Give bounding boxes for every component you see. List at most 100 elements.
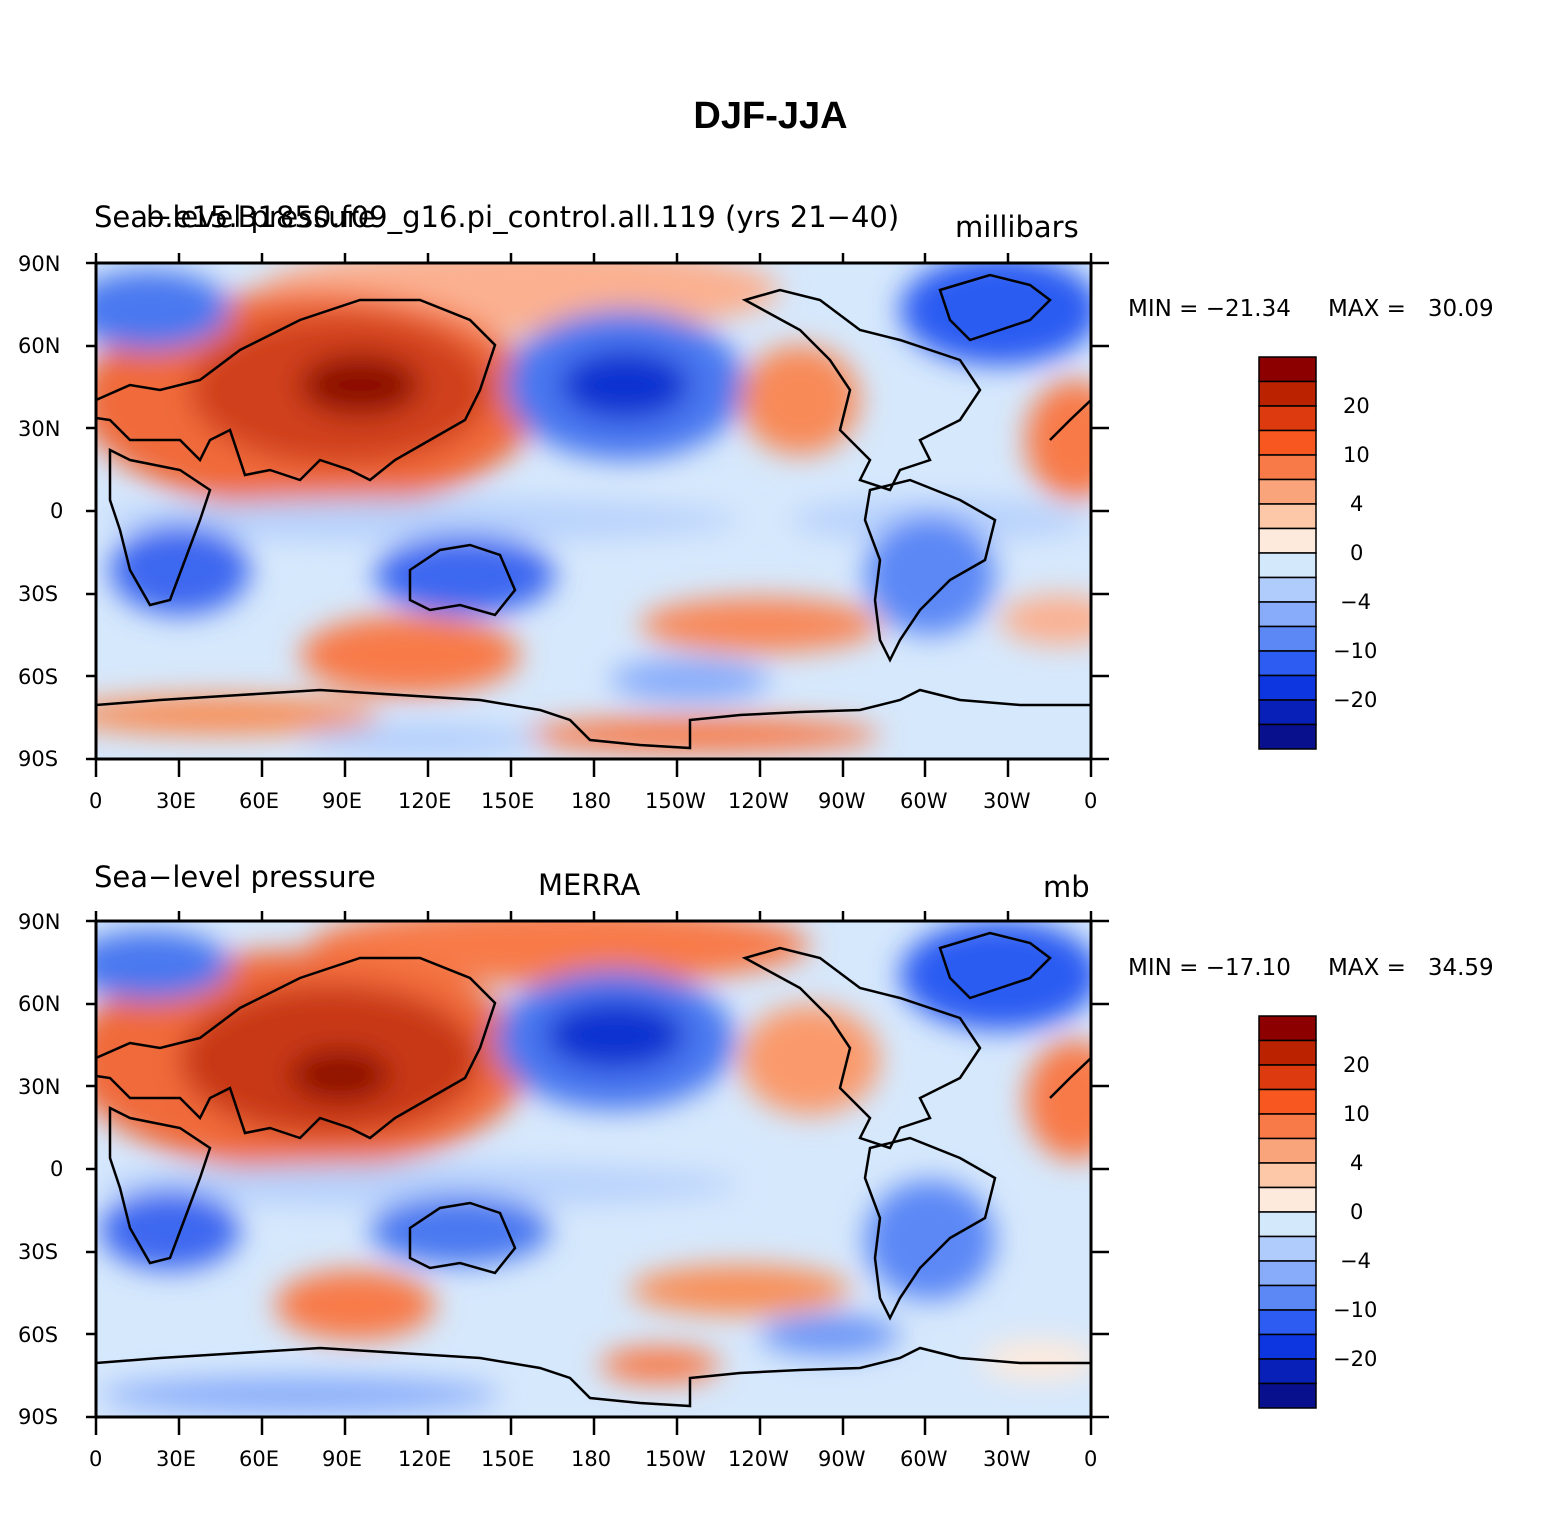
- lat-label: 60S: [18, 1323, 59, 1347]
- panel2-coastlines: [96, 931, 1091, 1408]
- lon-label: 90W: [818, 789, 866, 813]
- colorbar-label: 4: [1350, 1151, 1364, 1175]
- lon-label: 180: [571, 789, 612, 813]
- colorbar-swatch: [1258, 650, 1317, 677]
- colorbar-label: 20: [1343, 394, 1370, 418]
- colorbar-swatch: [1258, 1333, 1317, 1360]
- panel2-units: mb: [1043, 870, 1090, 904]
- lon-label: 120E: [398, 1447, 452, 1471]
- lon-label: 150W: [645, 789, 706, 813]
- colorbar-swatch: [1258, 1088, 1317, 1115]
- lon-label: 150E: [481, 1447, 535, 1471]
- colorbar-swatch: [1258, 1358, 1317, 1385]
- lat-label: 60S: [18, 665, 59, 689]
- colorbar-swatch: [1258, 1064, 1317, 1091]
- panel1-coastlines: [96, 273, 1091, 750]
- colorbar-swatch: [1258, 601, 1317, 628]
- lat-label: 30N: [18, 417, 61, 441]
- colorbar-swatch: [1258, 478, 1317, 505]
- lon-label: 150W: [645, 1447, 706, 1471]
- colorbar-swatch: [1258, 503, 1317, 530]
- colorbar-swatch: [1258, 1137, 1317, 1164]
- lat-label: 30S: [18, 582, 59, 606]
- colorbar-label: 0: [1350, 1200, 1364, 1224]
- panel2-min: MIN = −17.10: [1128, 955, 1291, 981]
- lon-label: 120W: [728, 789, 789, 813]
- lat-label: 60N: [18, 992, 61, 1016]
- panel2-left-title: Sea−level pressure: [94, 860, 376, 894]
- colorbar-swatch: [1258, 1260, 1317, 1287]
- lat-label: 60N: [18, 334, 61, 358]
- lon-label: 120W: [728, 1447, 789, 1471]
- lon-label: 60W: [900, 789, 948, 813]
- colorbar-swatch: [1258, 1015, 1317, 1042]
- lat-label: 90N: [18, 252, 61, 276]
- colorbar-label: 0: [1350, 541, 1364, 565]
- lat-label: 30N: [18, 1075, 61, 1099]
- colorbar-swatch: [1258, 454, 1317, 481]
- colorbar-swatch: [1258, 723, 1317, 750]
- colorbar-swatch: [1258, 1309, 1317, 1336]
- lon-label: 90W: [818, 1447, 866, 1471]
- colorbar-swatch: [1258, 527, 1317, 554]
- lon-label: 90E: [322, 1447, 362, 1471]
- panel2-center-title: MERRA: [538, 868, 641, 902]
- panel1-units: millibars: [955, 210, 1079, 244]
- panel1-contour-field: [96, 263, 1091, 759]
- lon-label: 180: [571, 1447, 612, 1471]
- colorbar-swatch: [1258, 1382, 1317, 1409]
- colorbar-swatch: [1258, 1113, 1317, 1140]
- lon-label: 30E: [156, 789, 196, 813]
- colorbar-label: −4: [1340, 590, 1371, 614]
- colorbar-label: 10: [1343, 443, 1370, 467]
- lon-label: 60E: [239, 789, 279, 813]
- colorbar-swatch: [1258, 1284, 1317, 1311]
- colorbar-label: 4: [1350, 492, 1364, 516]
- lon-label: 0: [1084, 789, 1098, 813]
- panel2-max: MAX = 34.59: [1328, 955, 1494, 981]
- lat-label: 30S: [18, 1240, 59, 1264]
- lat-label: 0: [50, 1157, 64, 1181]
- colorbar-label: 10: [1343, 1102, 1370, 1126]
- colorbar-label: −20: [1333, 1347, 1378, 1371]
- lat-label: 90S: [18, 747, 59, 771]
- colorbar-label: −4: [1340, 1249, 1371, 1273]
- panel1-left-title: Sea−level pressure: [94, 200, 376, 234]
- panel2-contour-field: [96, 921, 1091, 1417]
- colorbar-swatch: [1258, 1039, 1317, 1066]
- lon-label: 0: [1084, 1447, 1098, 1471]
- colorbar-swatch: [1258, 1186, 1317, 1213]
- colorbar-swatch: [1258, 625, 1317, 652]
- lat-label: 0: [50, 499, 64, 523]
- lon-label: 60W: [900, 1447, 948, 1471]
- figure-title: DJF-JJA: [693, 95, 848, 137]
- lon-label: 150E: [481, 789, 535, 813]
- colorbar-swatch: [1258, 1235, 1317, 1262]
- colorbar-swatch: [1258, 1162, 1317, 1189]
- panel1-center-title: b.e15.B1850.f09_g16.pi_control.all.119 (…: [146, 200, 900, 234]
- panel1-ticks: [86, 253, 1109, 777]
- colorbar-label: −10: [1333, 639, 1378, 663]
- colorbar-swatch: [1258, 699, 1317, 726]
- lat-label: 90N: [18, 910, 61, 934]
- lon-label: 90E: [322, 789, 362, 813]
- lon-label: 120E: [398, 789, 452, 813]
- lon-label: 30E: [156, 1447, 196, 1471]
- lat-label: 90S: [18, 1405, 59, 1429]
- colorbar-label: −20: [1333, 688, 1378, 712]
- lon-label: 30W: [983, 1447, 1031, 1471]
- lon-label: 0: [89, 789, 103, 813]
- lon-label: 30W: [983, 789, 1031, 813]
- panel1-min: MIN = −21.34: [1128, 296, 1291, 322]
- colorbar-label: −10: [1333, 1298, 1378, 1322]
- colorbar-swatch: [1258, 1211, 1317, 1238]
- panel2-ticks: [86, 911, 1109, 1435]
- colorbar-swatch: [1258, 380, 1317, 407]
- colorbar-label: 20: [1343, 1053, 1370, 1077]
- lon-label: 60E: [239, 1447, 279, 1471]
- panel1-max: MAX = 30.09: [1328, 296, 1494, 322]
